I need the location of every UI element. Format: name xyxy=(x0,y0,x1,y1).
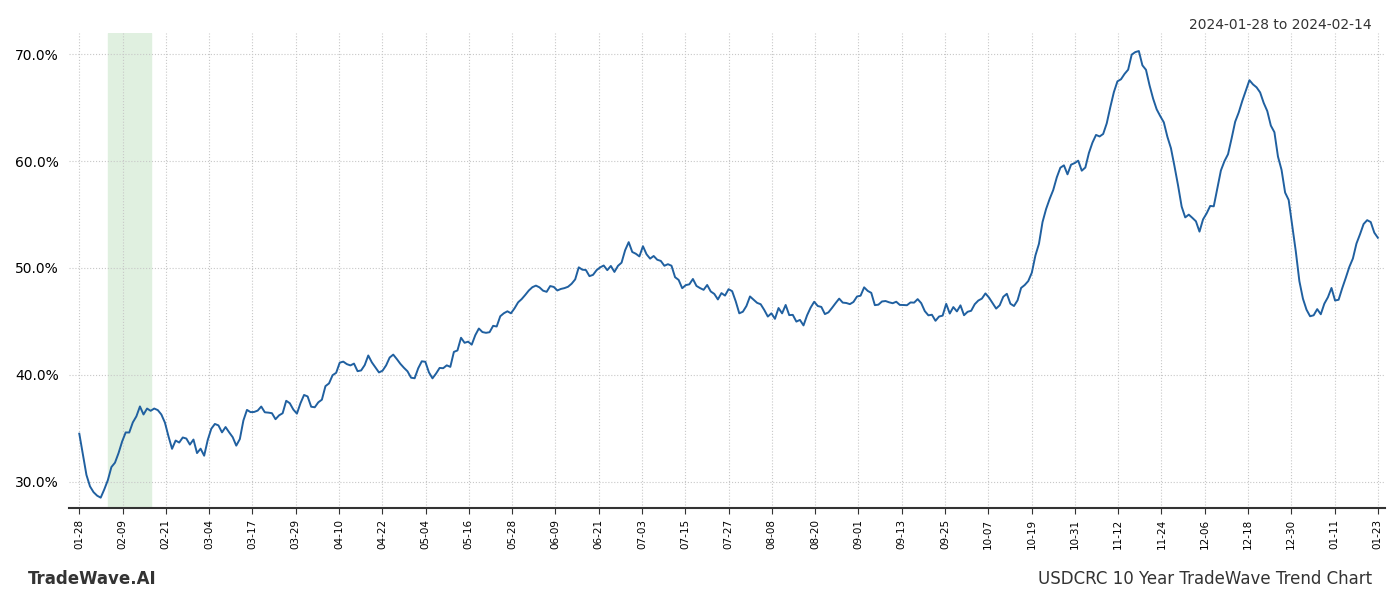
Text: TradeWave.AI: TradeWave.AI xyxy=(28,570,157,588)
Text: 2024-01-28 to 2024-02-14: 2024-01-28 to 2024-02-14 xyxy=(1190,18,1372,32)
Text: USDCRC 10 Year TradeWave Trend Chart: USDCRC 10 Year TradeWave Trend Chart xyxy=(1037,570,1372,588)
Bar xyxy=(108,33,151,508)
